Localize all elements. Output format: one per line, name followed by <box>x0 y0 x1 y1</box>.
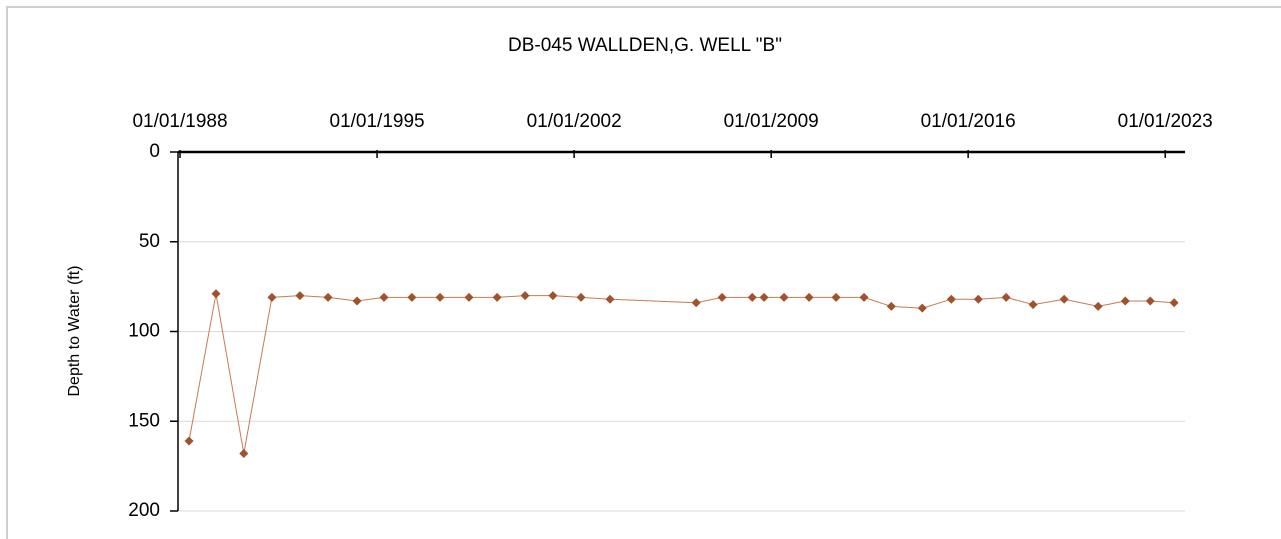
data-point <box>759 292 769 302</box>
frame <box>6 6 1281 539</box>
x-tick-label: 01/01/2023 <box>1118 111 1213 132</box>
data-point <box>691 298 701 308</box>
series-line <box>188 293 1175 454</box>
data-point <box>520 291 530 301</box>
data-point <box>859 292 869 302</box>
y-tick-label: 50 <box>139 231 160 252</box>
data-point <box>1093 301 1103 311</box>
data-point <box>352 296 362 306</box>
y-axis-label: Depth to Water (ft) <box>66 266 83 397</box>
data-point <box>211 289 221 299</box>
data-point <box>407 292 417 302</box>
data-point <box>548 291 558 301</box>
data-point <box>605 294 615 304</box>
data-point <box>717 292 727 302</box>
x-tick-label: 01/01/2002 <box>527 111 622 132</box>
data-point <box>1120 296 1130 306</box>
data-point <box>576 292 586 302</box>
data-point <box>917 303 927 313</box>
data-point <box>1028 300 1038 310</box>
data-point <box>492 292 502 302</box>
data-point <box>435 292 445 302</box>
data-point <box>323 292 333 302</box>
data-point <box>1001 292 1011 302</box>
x-tick-label: 01/01/1988 <box>132 111 227 132</box>
data-point <box>184 436 194 446</box>
data-point <box>295 291 305 301</box>
y-tick-label: 150 <box>128 410 160 431</box>
data-point <box>239 449 249 459</box>
y-tick-label: 100 <box>128 321 160 342</box>
data-point <box>747 292 757 302</box>
y-tick-label: 0 <box>149 141 160 162</box>
data-point <box>973 294 983 304</box>
data-point <box>779 292 789 302</box>
data-point <box>379 292 389 302</box>
data-point <box>831 292 841 302</box>
x-tick-label: 01/01/2009 <box>724 111 819 132</box>
data-point <box>464 292 474 302</box>
chart-title: DB-045 WALLDEN,G. WELL "B" <box>508 35 782 56</box>
x-tick-label: 01/01/1995 <box>330 111 425 132</box>
y-tick-label: 200 <box>128 500 160 521</box>
x-tick-label: 01/01/2016 <box>921 111 1016 132</box>
data-point <box>946 294 956 304</box>
data-point <box>1169 298 1179 308</box>
data-point <box>267 292 277 302</box>
data-point <box>1145 296 1155 306</box>
data-point <box>886 301 896 311</box>
data-point <box>1059 294 1069 304</box>
data-point <box>804 292 814 302</box>
